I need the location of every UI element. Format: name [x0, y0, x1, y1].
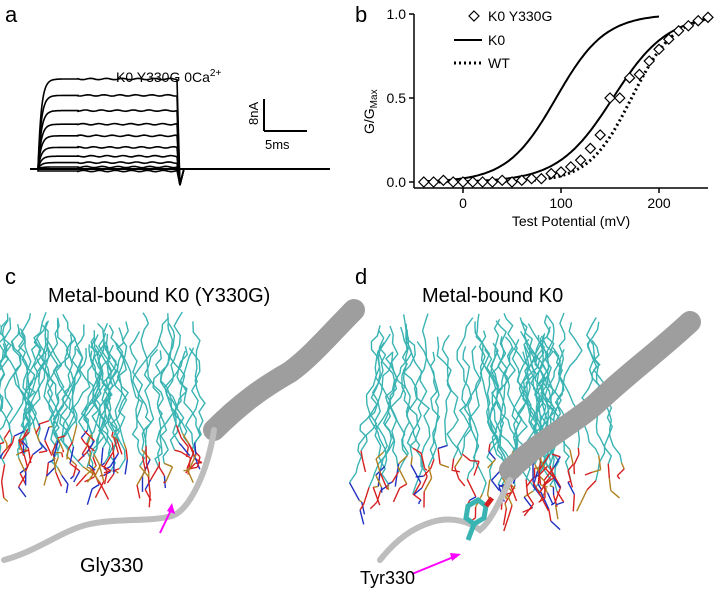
- data-point: [486, 176, 499, 188]
- residue-label-gly330: Gly330: [80, 555, 143, 577]
- data-point: [682, 19, 695, 32]
- backbone-coil-c: [1, 427, 217, 563]
- tyr330-sidechain: [463, 496, 494, 541]
- y-tick-label: 0.0: [387, 174, 407, 190]
- data-point: [457, 176, 469, 188]
- data-point: [417, 176, 430, 188]
- data-point: [525, 172, 538, 185]
- data-point: [535, 172, 548, 185]
- scale-current-label: 8nA: [246, 102, 261, 125]
- current-trace: [34, 161, 330, 186]
- tyr330-arrow: [411, 553, 461, 575]
- data-point: [702, 11, 714, 24]
- current-trace: [34, 165, 330, 186]
- data-point: [692, 14, 705, 27]
- legend-label: K0: [488, 32, 505, 48]
- y-axis-label: G/GMax: [361, 89, 380, 134]
- data-point: [476, 176, 489, 188]
- current-trace: [34, 168, 330, 186]
- current-trace: [34, 134, 330, 186]
- data-point: [564, 161, 577, 173]
- scale-bar: 8nA 5ms: [246, 99, 307, 152]
- legend-marker: [468, 10, 480, 22]
- trace-label: K0 Y330G 0Ca2+: [116, 68, 221, 85]
- panel-letter-b: b: [355, 2, 368, 27]
- x-tick-label: 0: [459, 195, 467, 211]
- panel-c-structure: Gly330: [0, 299, 365, 577]
- data-point: [545, 167, 558, 180]
- data-point: [653, 43, 665, 56]
- current-trace: [34, 109, 330, 186]
- data-point: [447, 176, 460, 188]
- data-point: [427, 176, 440, 188]
- panel-c-title: Metal-bound K0 (Y330G): [48, 285, 271, 307]
- data-point: [623, 71, 636, 84]
- current-trace: [34, 145, 330, 186]
- helix-ribbon-d: [499, 311, 701, 481]
- legend-label: K0 Y330G: [488, 8, 552, 24]
- data-point: [506, 176, 518, 188]
- y-tick-label: 1.0: [387, 6, 407, 22]
- data-point: [613, 92, 626, 104]
- current-trace: [34, 77, 330, 186]
- x-axis-label: Test Potential (mV): [512, 213, 630, 229]
- panel-letter-c: c: [5, 264, 16, 289]
- panel-a-current-traces: K0 Y330G 0Ca2+ 8nA 5ms: [30, 68, 330, 186]
- panel-b-gv-chart: 0.0 0.5 1.0 0 100 200 Test Potential (mV) G/GMa…: [361, 6, 714, 229]
- current-trace: [34, 93, 330, 186]
- x-tick-label: 200: [647, 195, 671, 211]
- panel-letter-d: d: [355, 264, 368, 289]
- data-point: [643, 55, 656, 67]
- lipid-headgroups-c: [0, 420, 203, 508]
- data-point: [574, 154, 587, 167]
- legend-label: WT: [488, 55, 510, 71]
- panel-letter-a: a: [5, 2, 18, 27]
- gv-axes: 0.0 0.5 1.0 0 100 200 Test Potential (mV) G/GMa…: [361, 6, 708, 229]
- data-point: [662, 33, 675, 46]
- panel-d-structure: Tyr330: [348, 311, 701, 588]
- data-point: [515, 174, 528, 187]
- data-point: [466, 176, 479, 188]
- gv-legend: K0 Y330G K0 WT: [454, 8, 552, 71]
- data-point: [584, 142, 597, 155]
- gly330-arrow: [159, 503, 175, 534]
- data-point: [672, 24, 685, 37]
- backbone-coil-d: [377, 477, 513, 563]
- gv-data-points: [417, 11, 714, 188]
- current-trace: [34, 122, 330, 186]
- panel-d-title: Metal-bound K0: [422, 285, 564, 307]
- y-tick-label: 0.5: [387, 90, 407, 106]
- data-point: [496, 174, 509, 187]
- data-point: [633, 68, 646, 81]
- data-point: [555, 166, 567, 178]
- current-trace: [34, 154, 330, 186]
- data-point: [594, 129, 607, 141]
- x-tick-label: 100: [549, 195, 573, 211]
- current-traces: [30, 77, 330, 186]
- data-point: [604, 92, 616, 104]
- data-point: [437, 174, 450, 187]
- scale-time-label: 5ms: [265, 137, 290, 152]
- residue-label-tyr330: Tyr330: [360, 568, 415, 588]
- helix-ribbon-c: [203, 299, 365, 441]
